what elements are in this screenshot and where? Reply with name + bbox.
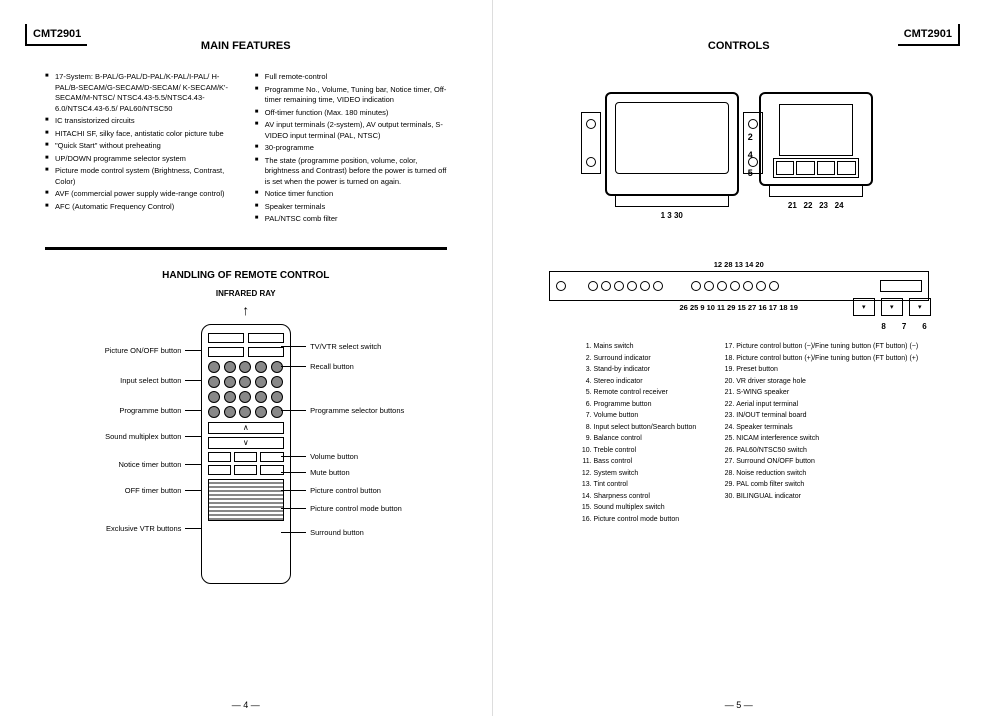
legend-col1: Mains switchSurround indicatorStand-by i… (578, 342, 697, 526)
legend-item: BILINGUAL indicator (736, 492, 918, 503)
arrow-up-icon: ↑ (25, 302, 467, 318)
feature-item: Full remote-control (255, 72, 447, 83)
remote-section-title: HANDLING OF REMOTE CONTROL (25, 270, 467, 281)
feature-item: Programme No., Volume, Tuning bar, Notic… (255, 85, 447, 106)
callout: 5 (748, 168, 753, 178)
legend-item: Sharpness control (594, 492, 697, 503)
legend-item: Treble control (594, 446, 697, 457)
panel-top-callouts: 12 28 13 14 20 (549, 260, 929, 269)
page-left: CMT2901 MAIN FEATURES 17-System: B-PAL/G… (0, 0, 493, 716)
page-number: — 4 — (0, 700, 492, 710)
remote-label: Sound multiplex button (105, 432, 210, 441)
legend-item: Surround indicator (594, 354, 697, 365)
feature-item: IC transistorized circuits (45, 116, 237, 127)
remote-label: TV/VTR select switch (281, 342, 381, 351)
legend-item: Bass control (594, 457, 697, 468)
front-callout-nums: 1 3 30 (605, 211, 739, 220)
callout: 7 (902, 322, 906, 331)
remote-label: Notice timer button (118, 460, 210, 469)
legend-item: Noise reduction switch (736, 469, 918, 480)
callout: 8 (881, 322, 885, 331)
remote-label: Picture ON/OFF button (105, 346, 211, 355)
feature-item: AV input terminals (2-system), AV output… (255, 120, 447, 141)
legend-item: S-WING speaker (736, 388, 918, 399)
legend-item: Mains switch (594, 342, 697, 353)
legend-item: Picture control mode button (594, 515, 697, 526)
legend-item: Picture control button (−)/Fine tuning b… (736, 342, 918, 353)
legend-item: IN/OUT terminal board (736, 411, 918, 422)
legend-item: System switch (594, 469, 697, 480)
remote-label: Programme button (119, 406, 210, 415)
feature-item: Speaker terminals (255, 202, 447, 213)
legend-item: Speaker terminals (736, 423, 918, 434)
remote-label: Picture control button (281, 486, 381, 495)
legend-item: NICAM interference switch (736, 434, 918, 445)
legend-item: Aerial input terminal (736, 400, 918, 411)
tv-front-view: 1 3 30 2 4 5 (605, 92, 739, 220)
callout: 2 (748, 132, 753, 142)
remote-label: Programme selector buttons (281, 406, 404, 415)
legend-item: PAL60/NTSC50 switch (736, 446, 918, 457)
controls-legend: Mains switchSurround indicatorStand-by i… (578, 342, 931, 526)
feature-item: UP/DOWN programme selector system (45, 154, 237, 165)
remote-label: Exclusive VTR buttons (106, 524, 210, 533)
feature-item: AVF (commercial power supply wide-range … (45, 189, 237, 200)
callout: 6 (922, 322, 926, 331)
legend-item: VR driver storage hole (736, 377, 918, 388)
manual-spread: CMT2901 MAIN FEATURES 17-System: B-PAL/G… (0, 0, 985, 716)
rear-panel-diagram: 12 28 13 14 20 26 25 9 10 11 29 15 27 16… (549, 260, 929, 312)
model-number-left: CMT2901 (25, 24, 87, 46)
legend-item: Balance control (594, 434, 697, 445)
controls-title: CONTROLS (518, 40, 961, 52)
page-number: — 5 — (493, 700, 985, 710)
legend-col2: Picture control button (−)/Fine tuning b… (720, 342, 918, 526)
remote-control-outline: ∧ ∨ (201, 324, 291, 584)
main-features-title: MAIN FEATURES (25, 40, 467, 52)
remote-label: Recall button (281, 362, 354, 371)
feature-item: The state (programme position, volume, c… (255, 156, 447, 188)
legend-item: Stereo indicator (594, 377, 697, 388)
feature-item: PAL/NTSC comb filter (255, 214, 447, 225)
remote-label: Mute button (281, 468, 350, 477)
legend-item: Preset button (736, 365, 918, 376)
section-divider (45, 247, 447, 250)
remote-label: Volume button (281, 452, 358, 461)
features-col1: 17-System: B-PAL/G-PAL/D-PAL/K-PAL/I-PAL… (45, 72, 237, 227)
legend-item: Tint control (594, 480, 697, 491)
preset-boxes: ▾▾▾ (853, 298, 931, 316)
legend-item: PAL comb filter switch (736, 480, 918, 491)
features-col2: Full remote-control Programme No., Volume… (255, 72, 447, 227)
callout: 4 (748, 150, 753, 160)
remote-label: Surround button (281, 528, 364, 537)
back-callout-nums: 21 22 23 24 (759, 201, 873, 210)
feature-item: 30-programme (255, 143, 447, 154)
legend-item: Surround ON/OFF button (736, 457, 918, 468)
remote-diagram: Picture ON/OFF button Input select butto… (25, 324, 467, 604)
remote-label: Input select button (120, 376, 210, 385)
remote-label: OFF timer button (125, 486, 211, 495)
feature-item: 17-System: B-PAL/G-PAL/D-PAL/K-PAL/I-PAL… (45, 72, 237, 114)
legend-item: Stand-by indicator (594, 365, 697, 376)
infrared-label: INFRARED RAY (25, 289, 467, 298)
feature-item: Off-timer function (Max. 180 minutes) (255, 108, 447, 119)
legend-item: Remote control receiver (594, 388, 697, 399)
feature-item: "Quick Start" without preheating (45, 141, 237, 152)
tv-diagrams: 1 3 30 2 4 5 21 22 23 24 (518, 92, 961, 220)
feature-item: Notice timer function (255, 189, 447, 200)
feature-item: AFC (Automatic Frequency Control) (45, 202, 237, 213)
model-number-right: CMT2901 (898, 24, 960, 46)
legend-item: Programme button (594, 400, 697, 411)
remote-label: Picture control mode button (281, 504, 402, 513)
legend-item: Sound multiplex switch (594, 503, 697, 514)
features-block: 17-System: B-PAL/G-PAL/D-PAL/K-PAL/I-PAL… (25, 72, 467, 227)
tv-rear-view: 21 22 23 24 (759, 92, 873, 220)
feature-item: Picture mode control system (Brightness,… (45, 166, 237, 187)
feature-item: HITACHI SF, silky face, antistatic color… (45, 129, 237, 140)
legend-item: Volume button (594, 411, 697, 422)
legend-item: Picture control button (+)/Fine tuning b… (736, 354, 918, 365)
legend-item: Input select button/Search button (594, 423, 697, 434)
page-right: CMT2901 CONTROLS 1 3 30 2 4 5 21 (493, 0, 985, 716)
